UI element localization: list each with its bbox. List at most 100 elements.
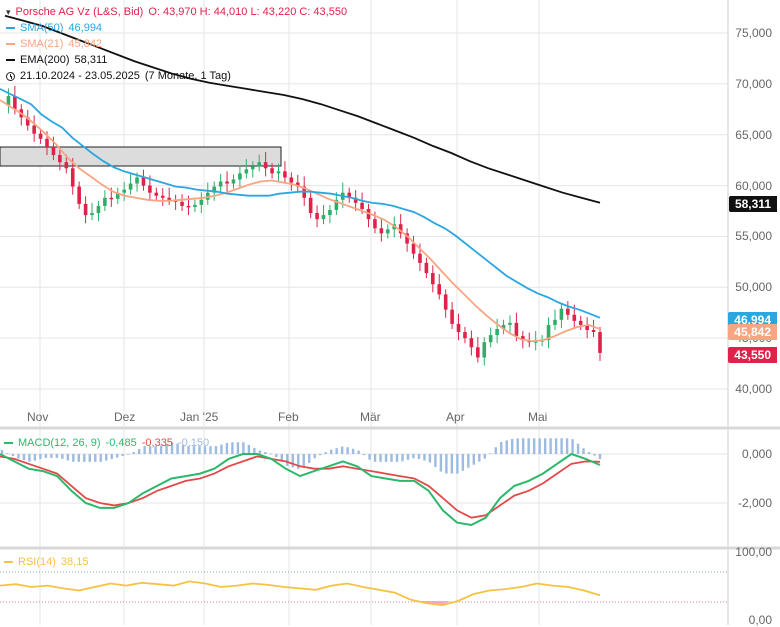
macd-hist-bar bbox=[181, 445, 185, 454]
range-detail: (7 Monate, 1 Tag) bbox=[144, 70, 231, 82]
macd-value: -0,485 bbox=[105, 437, 137, 449]
macd-hist-bar bbox=[313, 454, 316, 459]
candle-body bbox=[283, 171, 287, 178]
macd-hist-bar bbox=[461, 454, 465, 471]
macd-hist-bar bbox=[417, 454, 421, 460]
candle-body bbox=[443, 294, 448, 310]
resistance-zone bbox=[0, 146, 282, 167]
time-tick: Dez bbox=[114, 410, 136, 424]
macd-hist-bar bbox=[538, 438, 541, 454]
macd-hist-bar bbox=[571, 439, 574, 454]
macd-hist-bar bbox=[72, 454, 75, 462]
macd-hist-bar bbox=[297, 454, 300, 469]
macd-hist-bar bbox=[532, 438, 536, 454]
macd-hist-bar bbox=[110, 454, 113, 460]
price-tick: 65,000 bbox=[735, 127, 772, 142]
ema200-label: EMA(200) bbox=[20, 54, 70, 66]
ema200-value: 58,311 bbox=[74, 54, 108, 66]
macd-hist-bar bbox=[401, 454, 404, 462]
chevron-down-icon[interactable]: ▾ bbox=[6, 6, 11, 17]
candle-body bbox=[476, 347, 480, 358]
macd-hist-bar bbox=[467, 454, 470, 468]
macd-hist-bar bbox=[543, 438, 547, 454]
macd-hist-bar bbox=[384, 454, 388, 462]
clock-icon bbox=[6, 71, 15, 81]
price-tag: 58,311 bbox=[728, 196, 777, 212]
macd-hist-bar bbox=[373, 454, 377, 462]
macd-hist-bar bbox=[598, 454, 602, 460]
candle-body bbox=[546, 324, 551, 341]
macd-hist-bar bbox=[0, 450, 4, 454]
macd-hist-bar bbox=[83, 454, 86, 462]
macd-hist-bar bbox=[357, 450, 360, 454]
macd-hist-bar bbox=[511, 438, 514, 454]
macd-hist-bar bbox=[395, 454, 399, 462]
macd-hist-bar bbox=[236, 442, 240, 454]
macd-hist-bar bbox=[324, 452, 327, 454]
candle-body bbox=[186, 205, 191, 208]
macd-hist-bar bbox=[77, 454, 81, 462]
candle-body bbox=[295, 182, 300, 187]
date-range: 21.10.2024 - 23.05.2025 bbox=[20, 70, 140, 82]
macd-swatch bbox=[4, 442, 13, 444]
price-tag: 43,550 bbox=[728, 347, 777, 363]
macd-hist-bar bbox=[6, 453, 9, 454]
macd-hist-bar bbox=[66, 454, 70, 461]
candle-body bbox=[51, 146, 56, 156]
macd-hist-bar bbox=[291, 454, 294, 468]
candle-body bbox=[386, 229, 390, 234]
macd-hist-bar bbox=[412, 454, 415, 459]
candle-body bbox=[276, 171, 281, 174]
macd-hist-bar bbox=[275, 454, 278, 458]
macd-hist-bar bbox=[148, 446, 152, 454]
macd-hist-bar bbox=[346, 447, 349, 454]
macd-hist-bar bbox=[132, 452, 135, 454]
macd-hist-bar bbox=[576, 443, 580, 454]
candle-body bbox=[456, 323, 461, 333]
macd-hist-bar bbox=[565, 438, 569, 454]
macd-hist-bar bbox=[116, 454, 119, 458]
rsi-swatch bbox=[4, 561, 13, 563]
macd-hist-bar bbox=[231, 442, 234, 454]
candle-body bbox=[514, 322, 519, 337]
ohlc-values: O: 43,970 H: 44,010 L: 43,220 C: 43,550 bbox=[148, 6, 348, 18]
time-tick: Mär bbox=[360, 410, 381, 424]
macd-hist-bar bbox=[554, 438, 558, 454]
macd-hist-bar bbox=[587, 452, 591, 454]
macd-hist-bar bbox=[242, 442, 245, 454]
macd-hist-bar bbox=[329, 449, 333, 454]
macd-hist-bar bbox=[126, 454, 130, 455]
macd-signal-line bbox=[0, 455, 601, 519]
macd-hist-bar bbox=[253, 447, 256, 454]
macd-hist-bar bbox=[165, 443, 168, 454]
macd-hist-bar bbox=[439, 454, 443, 472]
candle-body bbox=[64, 162, 69, 169]
candle-body bbox=[58, 155, 62, 163]
macd-hist-bar bbox=[308, 454, 311, 463]
macd-hist-bar bbox=[390, 454, 393, 462]
macd-hist-bar bbox=[39, 454, 42, 460]
macd-tick: 0,000 bbox=[741, 447, 772, 461]
range-legend: 21.10.2024 - 23.05.2025 (7 Monate, 1 Tag… bbox=[6, 70, 231, 82]
time-tick: Mai bbox=[528, 410, 548, 424]
sma21-swatch bbox=[6, 43, 15, 45]
macd-hist-bar bbox=[472, 454, 476, 465]
candle-body bbox=[488, 335, 493, 343]
ema200-swatch bbox=[6, 59, 15, 61]
candle-body bbox=[109, 197, 114, 200]
macd-hist-bar bbox=[351, 448, 355, 454]
candle-body bbox=[482, 342, 487, 358]
candle-body bbox=[167, 197, 171, 200]
candle-body bbox=[148, 185, 152, 193]
macd-legend: MACD(12, 26, 9) -0,485 -0,335 -0,150 bbox=[4, 437, 209, 449]
macd-hist-bar bbox=[521, 438, 525, 454]
sma21-line bbox=[0, 99, 601, 343]
candle-body bbox=[418, 253, 422, 263]
candle-body bbox=[238, 173, 242, 180]
macd-hist-bar bbox=[406, 454, 410, 460]
candle-body bbox=[199, 199, 204, 205]
candle-body bbox=[398, 224, 403, 234]
macd-hist-bar bbox=[209, 446, 212, 454]
macd-hist-bar bbox=[176, 443, 179, 454]
